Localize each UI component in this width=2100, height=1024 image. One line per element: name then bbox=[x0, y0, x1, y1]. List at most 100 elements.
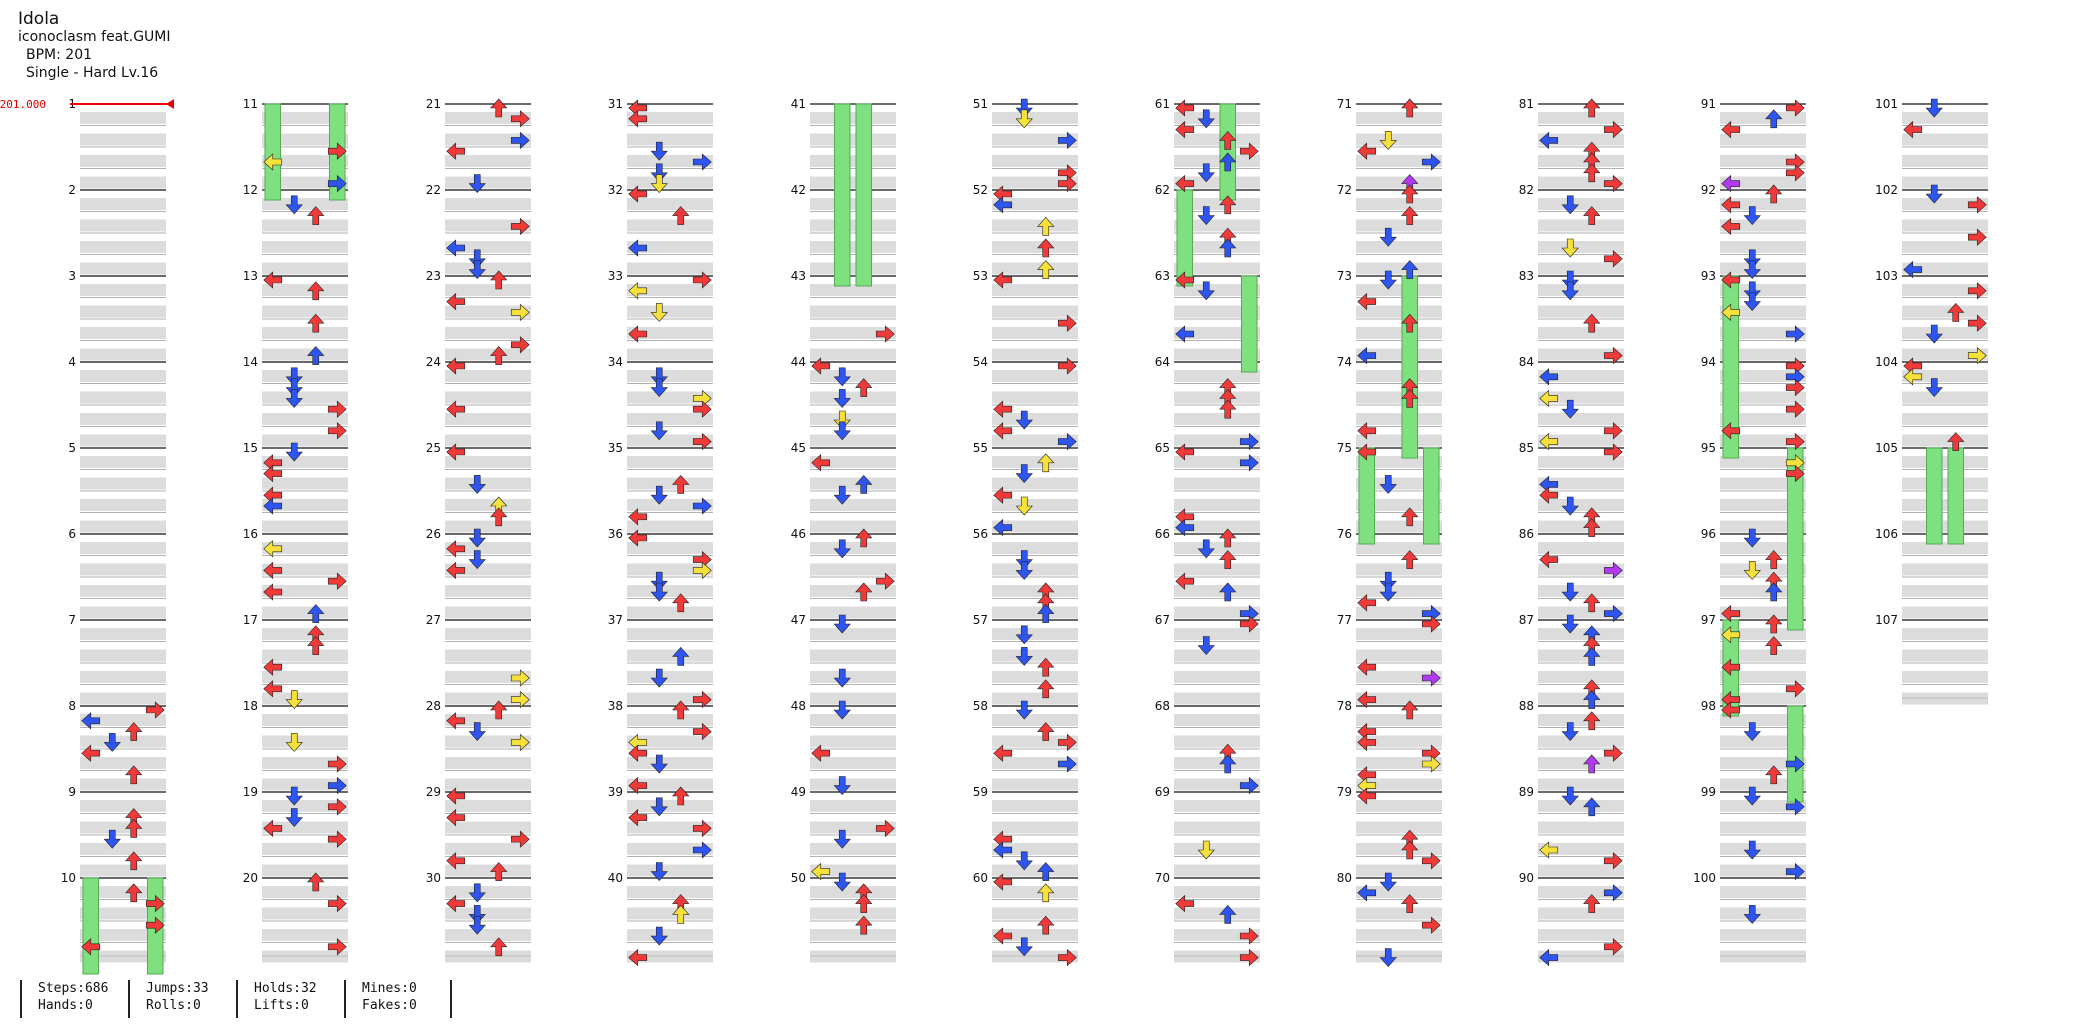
measure-number: 41 bbox=[791, 97, 806, 111]
beat-band bbox=[262, 520, 348, 533]
step-arrow bbox=[1015, 464, 1033, 484]
beat-band bbox=[80, 219, 166, 232]
beat-band bbox=[1538, 413, 1624, 425]
beat-band bbox=[810, 219, 896, 232]
step-arrow-shape bbox=[1785, 400, 1805, 418]
beat-band bbox=[80, 348, 166, 361]
step-arrow-shape bbox=[1357, 422, 1377, 440]
step-arrow bbox=[327, 755, 347, 773]
step-arrow bbox=[1785, 862, 1805, 881]
step-arrow bbox=[263, 658, 283, 676]
beat-band bbox=[262, 327, 348, 339]
beat-band bbox=[810, 843, 896, 855]
step-arrow-shape bbox=[1219, 195, 1237, 215]
step-arrow bbox=[1357, 292, 1377, 311]
step-arrow-shape bbox=[1785, 99, 1805, 117]
measure-number: 54 bbox=[973, 355, 988, 369]
measure-number: 100 bbox=[1693, 871, 1716, 885]
step-arrow bbox=[993, 830, 1013, 848]
step-arrow bbox=[446, 852, 466, 870]
step-arrow-shape bbox=[1357, 776, 1377, 795]
step-arrow-shape bbox=[446, 712, 466, 730]
step-arrow bbox=[1197, 539, 1215, 559]
step-arrow-shape bbox=[1583, 163, 1601, 183]
step-arrow-shape bbox=[628, 733, 648, 752]
beat-band bbox=[992, 327, 1078, 339]
beat-band bbox=[445, 327, 531, 339]
step-arrow bbox=[446, 808, 466, 827]
step-arrow bbox=[1721, 303, 1741, 322]
measure: 4 bbox=[68, 355, 166, 447]
step-arrow-shape bbox=[1175, 518, 1195, 537]
beat-band bbox=[1356, 477, 1442, 490]
step-arrow-shape bbox=[1037, 722, 1055, 741]
step-arrow bbox=[1743, 722, 1761, 742]
beat-band bbox=[80, 929, 166, 941]
beat-band bbox=[1174, 262, 1260, 275]
beat-band bbox=[445, 886, 531, 898]
step-arrow bbox=[855, 378, 873, 397]
beat-band bbox=[1174, 520, 1260, 533]
step-arrow bbox=[1925, 184, 1943, 204]
step-arrow-shape bbox=[1357, 787, 1377, 805]
step-arrow bbox=[1357, 722, 1377, 741]
step-arrow-shape bbox=[1015, 851, 1033, 871]
stat-rolls: Rolls:0 bbox=[146, 998, 201, 1013]
beat-band bbox=[262, 907, 348, 920]
beat-band bbox=[445, 391, 531, 404]
step-arrow-shape bbox=[1037, 657, 1055, 677]
beat-band bbox=[1356, 176, 1442, 189]
step-arrow-shape bbox=[446, 808, 466, 827]
beat-band bbox=[1720, 821, 1806, 834]
beat-band bbox=[1538, 176, 1624, 189]
beat-band bbox=[992, 413, 1078, 425]
measure-number: 76 bbox=[1337, 527, 1352, 541]
step-arrow-shape bbox=[1925, 184, 1943, 204]
beat-band bbox=[1174, 649, 1260, 662]
measure: 55 bbox=[973, 441, 1078, 533]
step-arrow-shape bbox=[993, 422, 1013, 440]
measure-number: 32 bbox=[608, 183, 623, 197]
beat-band bbox=[262, 456, 348, 468]
step-arrow-shape bbox=[1401, 98, 1419, 118]
step-arrow-shape bbox=[875, 325, 895, 343]
beat-band bbox=[262, 563, 348, 576]
beat-band bbox=[1902, 542, 1988, 554]
step-arrow-shape bbox=[1015, 647, 1033, 666]
beat-band bbox=[80, 434, 166, 447]
measure-number: 62 bbox=[1155, 183, 1170, 197]
beat-band bbox=[1356, 606, 1442, 619]
measure: 87 bbox=[1519, 613, 1624, 705]
beat-band bbox=[627, 456, 713, 468]
measure: 43 bbox=[791, 269, 896, 361]
step-arrow-shape bbox=[1037, 216, 1055, 236]
step-arrow-shape bbox=[1583, 98, 1601, 118]
measure-number: 94 bbox=[1701, 355, 1716, 369]
stat-column-steps: Steps:686 Hands:0 bbox=[20, 980, 128, 1018]
measure-number: 21 bbox=[426, 97, 441, 111]
step-arrow-shape bbox=[993, 744, 1013, 762]
measure: 68 bbox=[1155, 699, 1260, 791]
step-arrow bbox=[1967, 196, 1987, 214]
beat-band bbox=[1356, 262, 1442, 275]
measure-number: 99 bbox=[1701, 785, 1716, 799]
beat-band bbox=[80, 563, 166, 576]
beat-band bbox=[1356, 284, 1442, 296]
beat-band bbox=[1538, 112, 1624, 124]
step-arrow bbox=[811, 357, 831, 375]
step-arrow bbox=[833, 367, 851, 387]
step-arrow-shape bbox=[628, 744, 648, 762]
beat-band bbox=[445, 112, 531, 124]
step-arrow bbox=[263, 271, 283, 289]
step-arrow bbox=[692, 432, 712, 451]
step-arrow-shape bbox=[1379, 270, 1397, 290]
measure: 25 bbox=[426, 441, 531, 533]
step-arrow-shape bbox=[1037, 604, 1055, 623]
step-arrow bbox=[1421, 153, 1441, 171]
beat-band bbox=[262, 434, 348, 447]
step-arrow bbox=[1785, 99, 1805, 117]
step-arrow bbox=[628, 99, 648, 117]
step-arrow bbox=[650, 485, 668, 505]
measure-number: 66 bbox=[1155, 527, 1170, 541]
beat-band bbox=[445, 241, 531, 253]
